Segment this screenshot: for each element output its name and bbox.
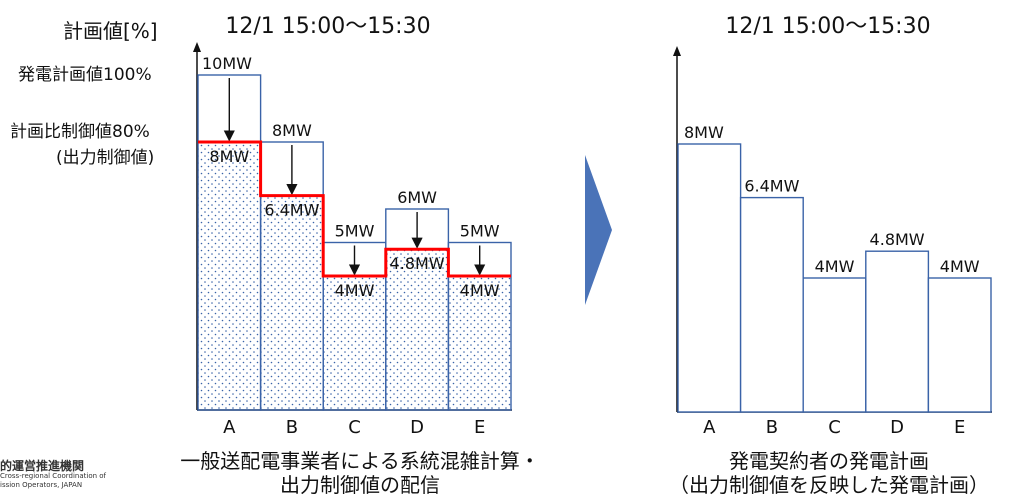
left-x-tick-D: D (410, 417, 424, 438)
left-caption: 一般送配電事業者による系統混雑計算・ 出力制御値の配信 (130, 449, 590, 497)
label-control-value: (出力制御値) (56, 148, 154, 168)
left-control-label-C: 4MW (335, 281, 375, 300)
left-plan-label-C: 5MW (335, 222, 375, 241)
right-value-label-B: 6.4MW (744, 177, 799, 196)
logo-line3: ission Operators, JAPAN (0, 481, 83, 489)
transition-arrow-icon (585, 155, 612, 305)
left-bar-plan-E (447, 241, 512, 411)
right-value-label-C: 4MW (815, 257, 855, 276)
right-value-label-E: 4MW (940, 257, 980, 276)
left-plan-label-D: 6MW (397, 188, 437, 207)
right-x-tick-E: E (954, 417, 965, 438)
right-caption: 発電契約者の発電計画 （出力制御値を反映した発電計画） (640, 449, 1018, 497)
right-bar-C (802, 277, 867, 413)
left-control-label-D: 4.8MW (390, 254, 445, 273)
logo: 的運営推進機関 Cross-regional Coordination of i… (0, 459, 107, 490)
left-chart-title: 12/1 15:00～15:30 (225, 14, 430, 39)
left-y-axis-arrow-icon (193, 42, 201, 52)
control-value-line (198, 140, 511, 278)
left-control-label-E: 4MW (460, 281, 500, 300)
left-caption-line2: 出力制御値の配信 (280, 473, 440, 497)
left-x-tick-B: B (286, 417, 298, 438)
right-x-tick-A: A (703, 417, 716, 438)
left-x-tick-A: A (223, 417, 236, 438)
right-value-label-D: 4.8MW (870, 230, 925, 249)
left-control-label-A: 8MW (209, 147, 249, 166)
right-chart: 12/1 15:00～15:30 8MW A 6.4MW B 4MW C 4.8MW D 4MW… (673, 14, 992, 438)
right-caption-line2: （出力制御値を反映した発電計画） (669, 473, 989, 497)
left-bar-controlled-D (385, 249, 449, 410)
left-plan-label-A: 10MW (202, 54, 252, 73)
left-x-tick-C: C (348, 417, 361, 438)
right-value-label-A: 8MW (684, 123, 724, 142)
right-bar-E (927, 277, 992, 413)
right-x-tick-B: B (766, 417, 778, 438)
left-chart: 12/1 15:00～15:30 計画値[%] 発電計画値100% 計画比制御値… (10, 14, 512, 438)
right-bar-B (739, 196, 804, 413)
label-control-80: 計画比制御値80% (10, 122, 150, 142)
left-plan-label-E: 5MW (460, 222, 500, 241)
logo-line2: Cross-regional Coordination of (0, 472, 107, 480)
right-y-axis-arrow-icon (673, 46, 681, 56)
left-plan-label-B: 8MW (272, 121, 312, 140)
left-bar-controlled-A (198, 142, 261, 410)
left-bar-controlled-B (260, 195, 324, 410)
right-x-tick-D: D (890, 417, 904, 438)
label-plan-100: 発電計画値100% (18, 65, 152, 85)
right-caption-line1: 発電契約者の発電計画 (729, 449, 929, 473)
left-control-label-B: 6.4MW (264, 201, 319, 220)
right-bar-D (865, 250, 930, 413)
left-caption-line1: 一般送配電事業者による系統混雑計算・ (180, 449, 540, 473)
left-bar-controlled-E (448, 276, 511, 410)
right-chart-title: 12/1 15:00～15:30 (725, 14, 930, 39)
left-bar-controlled-C (323, 276, 386, 410)
y-axis-label: 計画値[%] (63, 19, 158, 43)
right-bar-A (677, 143, 742, 413)
right-x-tick-C: C (828, 417, 841, 438)
left-x-tick-E: E (474, 417, 485, 438)
logo-line1: 的運営推進機関 (0, 459, 85, 473)
